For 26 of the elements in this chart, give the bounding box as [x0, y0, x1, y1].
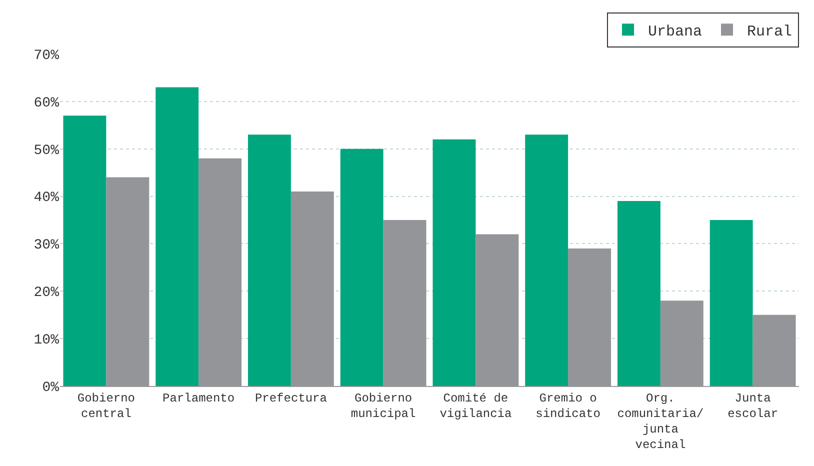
y-tick-label: 0%: [42, 380, 60, 396]
bar: [156, 87, 199, 386]
y-tick-label: 20%: [34, 285, 60, 302]
x-tick-label: Junta escolar: [728, 391, 778, 421]
x-tick-label: Gobierno central: [77, 391, 135, 421]
x-tick-label: Gobierno municipal: [350, 391, 416, 421]
bar: [63, 116, 106, 386]
x-tick-label: Comité de vigilancia: [440, 391, 512, 421]
y-tick-label: 50%: [34, 142, 60, 159]
legend-label: Urbana: [648, 23, 702, 40]
legend-label: Rural: [747, 23, 792, 40]
y-tick-label: 10%: [34, 332, 60, 348]
x-tick-label: Org. comunitaria/ junta vecinal: [617, 391, 704, 452]
y-tick-label: 30%: [34, 238, 60, 254]
bar: [248, 134, 291, 386]
x-tick-label: Prefectura: [254, 391, 327, 406]
bar: [432, 139, 476, 386]
y-tick-label: 70%: [34, 48, 60, 64]
bar: [617, 201, 660, 386]
x-tick-label: Parlamento: [162, 391, 235, 406]
y-tick-label: 40%: [34, 190, 60, 206]
y-tick-label: 60%: [34, 95, 60, 112]
bar: [340, 148, 384, 386]
bar: [525, 134, 568, 386]
bar: [710, 220, 753, 386]
x-tick-label: Gremio o sindicato: [536, 391, 600, 421]
